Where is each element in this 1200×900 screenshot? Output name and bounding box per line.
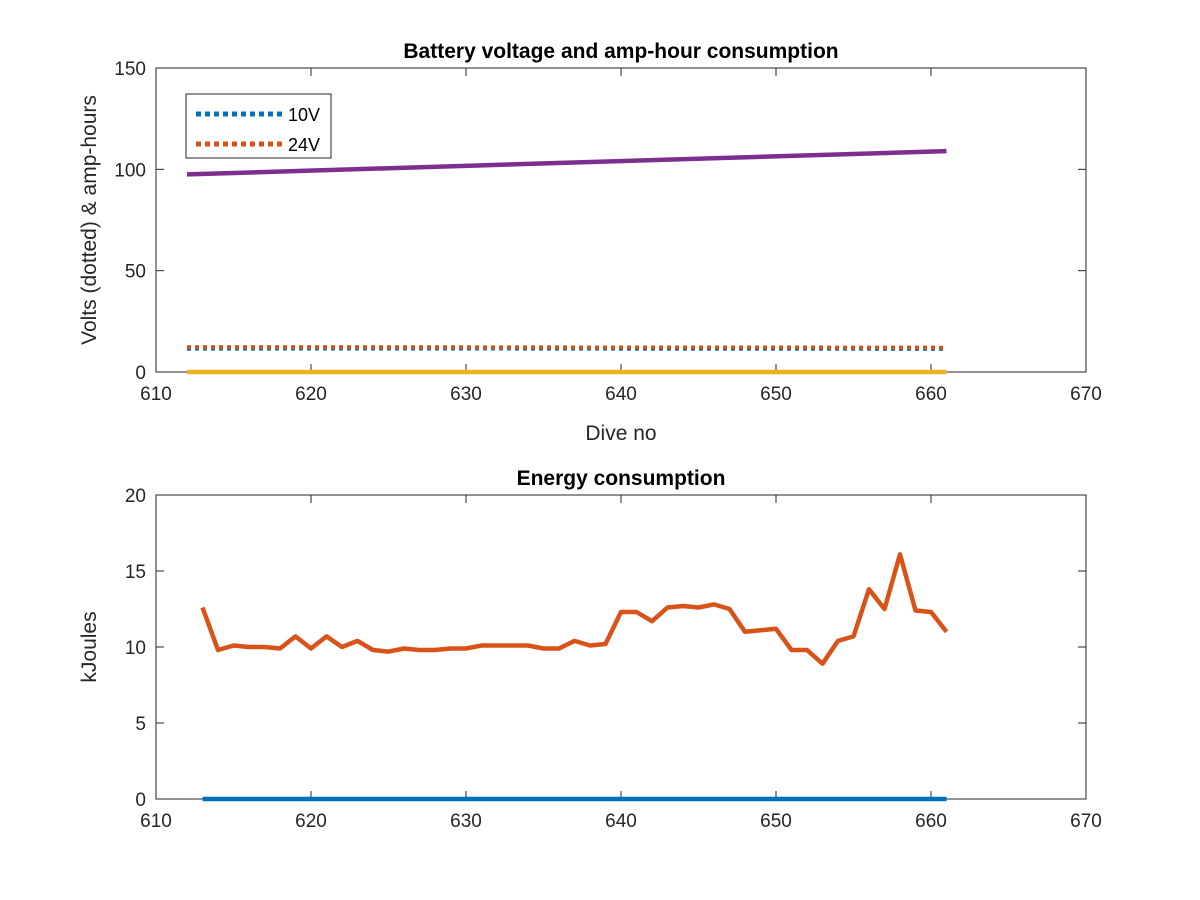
x-tick-label: 640: [605, 384, 637, 405]
x-tick-label: 610: [140, 811, 172, 832]
y-axis-label: kJoules: [78, 611, 101, 682]
chart-title: Battery voltage and amp-hour consumption: [403, 40, 838, 63]
x-tick-label: 620: [295, 384, 327, 405]
y-tick-label: 15: [125, 562, 146, 583]
x-tick-label: 630: [450, 384, 482, 405]
y-tick-label: 0: [135, 790, 146, 811]
legend: 10V 24V: [185, 93, 332, 159]
chart-title: Energy consumption: [517, 467, 726, 490]
y-tick-label: 50: [125, 262, 146, 283]
series-line-2: [186, 148, 947, 177]
legend-box: [185, 93, 332, 159]
x-axis-label: Dive no: [585, 422, 656, 445]
series-line-24v: [187, 345, 947, 350]
legend-label: 10V: [288, 105, 320, 125]
x-tick-label: 640: [605, 811, 637, 832]
y-tick-label: 100: [114, 160, 146, 181]
x-tick-label: 670: [1070, 811, 1102, 832]
y-tick-label: 10: [125, 638, 146, 659]
legend-label: 24V: [288, 135, 320, 155]
energy-consumption-chart: 610 620 630 640 650 660 670 0 5 10 15 20 Energy cons…: [78, 467, 1102, 832]
y-tick-label: 5: [135, 714, 146, 735]
x-tick-label: 660: [915, 811, 947, 832]
x-tick-label: 670: [1070, 384, 1102, 405]
battery-voltage-chart: 610 620 630 640 650 660 670 0 50 100 150 Battery vo…: [78, 40, 1102, 445]
plot-area: [155, 494, 1087, 800]
x-tick-label: 650: [760, 811, 792, 832]
y-axis-label: Volts (dotted) & amp-hours: [78, 95, 101, 345]
x-tick-label: 630: [450, 811, 482, 832]
y-tick-label: 20: [125, 486, 146, 507]
x-tick-label: 620: [295, 811, 327, 832]
y-tick-label: 0: [135, 363, 146, 384]
x-tick-label: 610: [140, 384, 172, 405]
x-tick-label: 650: [760, 384, 792, 405]
series-line-1: [200, 552, 949, 666]
y-tick-label: 150: [114, 59, 146, 80]
x-tick-label: 660: [915, 384, 947, 405]
